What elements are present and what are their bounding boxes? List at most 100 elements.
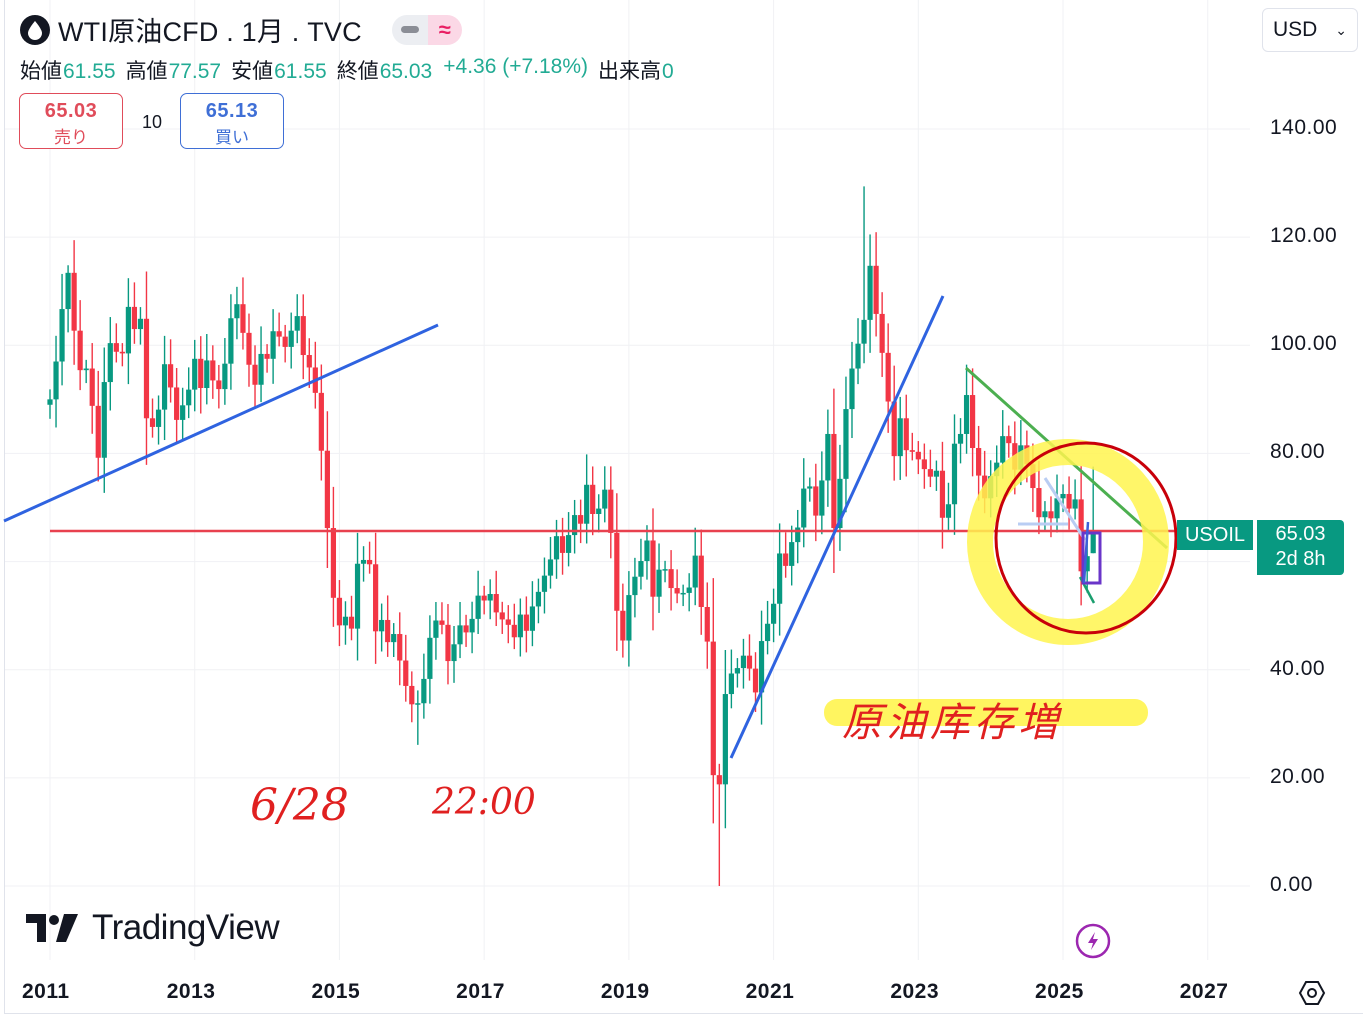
candle-body bbox=[1084, 556, 1090, 572]
candle-body bbox=[415, 703, 421, 705]
candle-body bbox=[137, 318, 144, 330]
candle-body bbox=[1060, 493, 1066, 499]
candle-body bbox=[969, 395, 976, 449]
time-axis-label: 2011 bbox=[22, 980, 70, 1003]
candle-body bbox=[216, 380, 222, 390]
symbol-price-tag: USOIL bbox=[1177, 520, 1253, 550]
candle-body bbox=[638, 561, 644, 577]
candle-body bbox=[1090, 534, 1096, 554]
candle-body bbox=[143, 318, 150, 419]
candle-body bbox=[366, 559, 373, 565]
candle-body bbox=[403, 660, 409, 686]
candle-body bbox=[626, 595, 632, 641]
candle-body bbox=[746, 655, 753, 669]
candle-body bbox=[915, 451, 921, 460]
candle-body bbox=[288, 330, 294, 347]
candle-body bbox=[379, 619, 385, 632]
candle-body bbox=[716, 775, 722, 785]
candle-body bbox=[397, 634, 403, 661]
candle-body bbox=[819, 480, 825, 516]
candle-body bbox=[252, 364, 258, 385]
candle-body bbox=[885, 352, 891, 402]
chart-mode-toggle[interactable]: ≈ bbox=[391, 14, 462, 45]
candle-body bbox=[656, 569, 662, 597]
candle-body bbox=[578, 515, 584, 524]
candle-body bbox=[354, 563, 361, 629]
lightning-icon[interactable] bbox=[1075, 923, 1111, 959]
sell-price: 65.03 bbox=[44, 100, 98, 122]
candle-body bbox=[771, 603, 777, 624]
candle-body bbox=[125, 306, 131, 354]
bar-countdown: 2d 8h bbox=[1275, 548, 1326, 570]
low-label: 安値 bbox=[231, 60, 274, 83]
candle-body bbox=[409, 685, 415, 705]
settings-icon[interactable] bbox=[1297, 978, 1327, 1008]
candle-body bbox=[897, 418, 903, 457]
candle-body bbox=[1000, 436, 1006, 463]
currency-select[interactable]: USD ⌄ bbox=[1262, 8, 1358, 52]
approx-icon[interactable]: ≈ bbox=[427, 14, 462, 45]
candle-body bbox=[475, 595, 481, 619]
volume-value: 0 bbox=[662, 60, 674, 83]
order-quantity[interactable]: 10 bbox=[142, 112, 163, 132]
candle-body bbox=[523, 614, 529, 631]
candle-body bbox=[451, 644, 457, 662]
candle-body bbox=[192, 358, 198, 390]
candle-body bbox=[155, 409, 162, 427]
candle-body bbox=[511, 624, 517, 638]
blue-trendline-2011 bbox=[3, 323, 439, 523]
candle-body bbox=[107, 343, 113, 383]
chart-grid bbox=[5, 0, 1250, 960]
tradingview-logo[interactable]: TradingView bbox=[26, 908, 280, 948]
minus-icon[interactable] bbox=[391, 14, 428, 45]
candle-body bbox=[939, 470, 946, 518]
candle-body bbox=[463, 625, 469, 633]
candle-body bbox=[572, 515, 578, 536]
candle-body bbox=[360, 559, 367, 564]
candle-body bbox=[421, 678, 427, 704]
candle-body bbox=[186, 389, 192, 406]
candle-body bbox=[650, 540, 656, 597]
candle-body bbox=[1006, 436, 1012, 444]
candle-body bbox=[608, 489, 614, 533]
candle-body bbox=[95, 405, 101, 458]
symbol-title[interactable]: WTI原油CFD . 1月 . TVC bbox=[58, 17, 362, 47]
candle-body bbox=[903, 418, 909, 451]
candle-body bbox=[258, 353, 264, 385]
candle-body bbox=[837, 478, 843, 529]
candle-body bbox=[553, 536, 560, 560]
candle-body bbox=[620, 610, 626, 641]
candle-body bbox=[590, 484, 596, 514]
purple-box bbox=[1081, 531, 1102, 585]
time-axis-label: 2027 bbox=[1179, 980, 1229, 1003]
candle-body bbox=[764, 623, 771, 642]
buy-button[interactable]: 65.13 買い bbox=[180, 93, 284, 149]
candle-body bbox=[83, 368, 89, 371]
candle-body bbox=[336, 597, 343, 626]
candle-body bbox=[680, 592, 686, 595]
candle-body bbox=[668, 569, 674, 589]
candle-body bbox=[559, 536, 566, 553]
sell-button[interactable]: 65.03 売り bbox=[19, 93, 123, 149]
candle-body bbox=[704, 606, 710, 642]
price-axis-label: 120.00 bbox=[1270, 224, 1338, 248]
time-axis-label: 2021 bbox=[745, 980, 795, 1003]
candle-body bbox=[499, 612, 505, 620]
candle-body bbox=[584, 484, 590, 524]
candle-body bbox=[855, 343, 861, 369]
candle-body bbox=[541, 575, 548, 592]
candle-body bbox=[469, 618, 475, 633]
candle-body bbox=[373, 564, 379, 632]
price-axis-label: 20.00 bbox=[1270, 764, 1326, 788]
candle-body bbox=[909, 450, 915, 452]
candle-body bbox=[686, 587, 692, 593]
candle-body bbox=[391, 634, 397, 643]
candle-body bbox=[427, 637, 433, 679]
candle-body bbox=[843, 409, 849, 479]
candle-body bbox=[101, 382, 107, 458]
candle-body bbox=[457, 625, 463, 645]
time-axis-label: 2023 bbox=[890, 980, 940, 1003]
candle-body bbox=[282, 336, 288, 347]
candle-body bbox=[728, 673, 734, 695]
